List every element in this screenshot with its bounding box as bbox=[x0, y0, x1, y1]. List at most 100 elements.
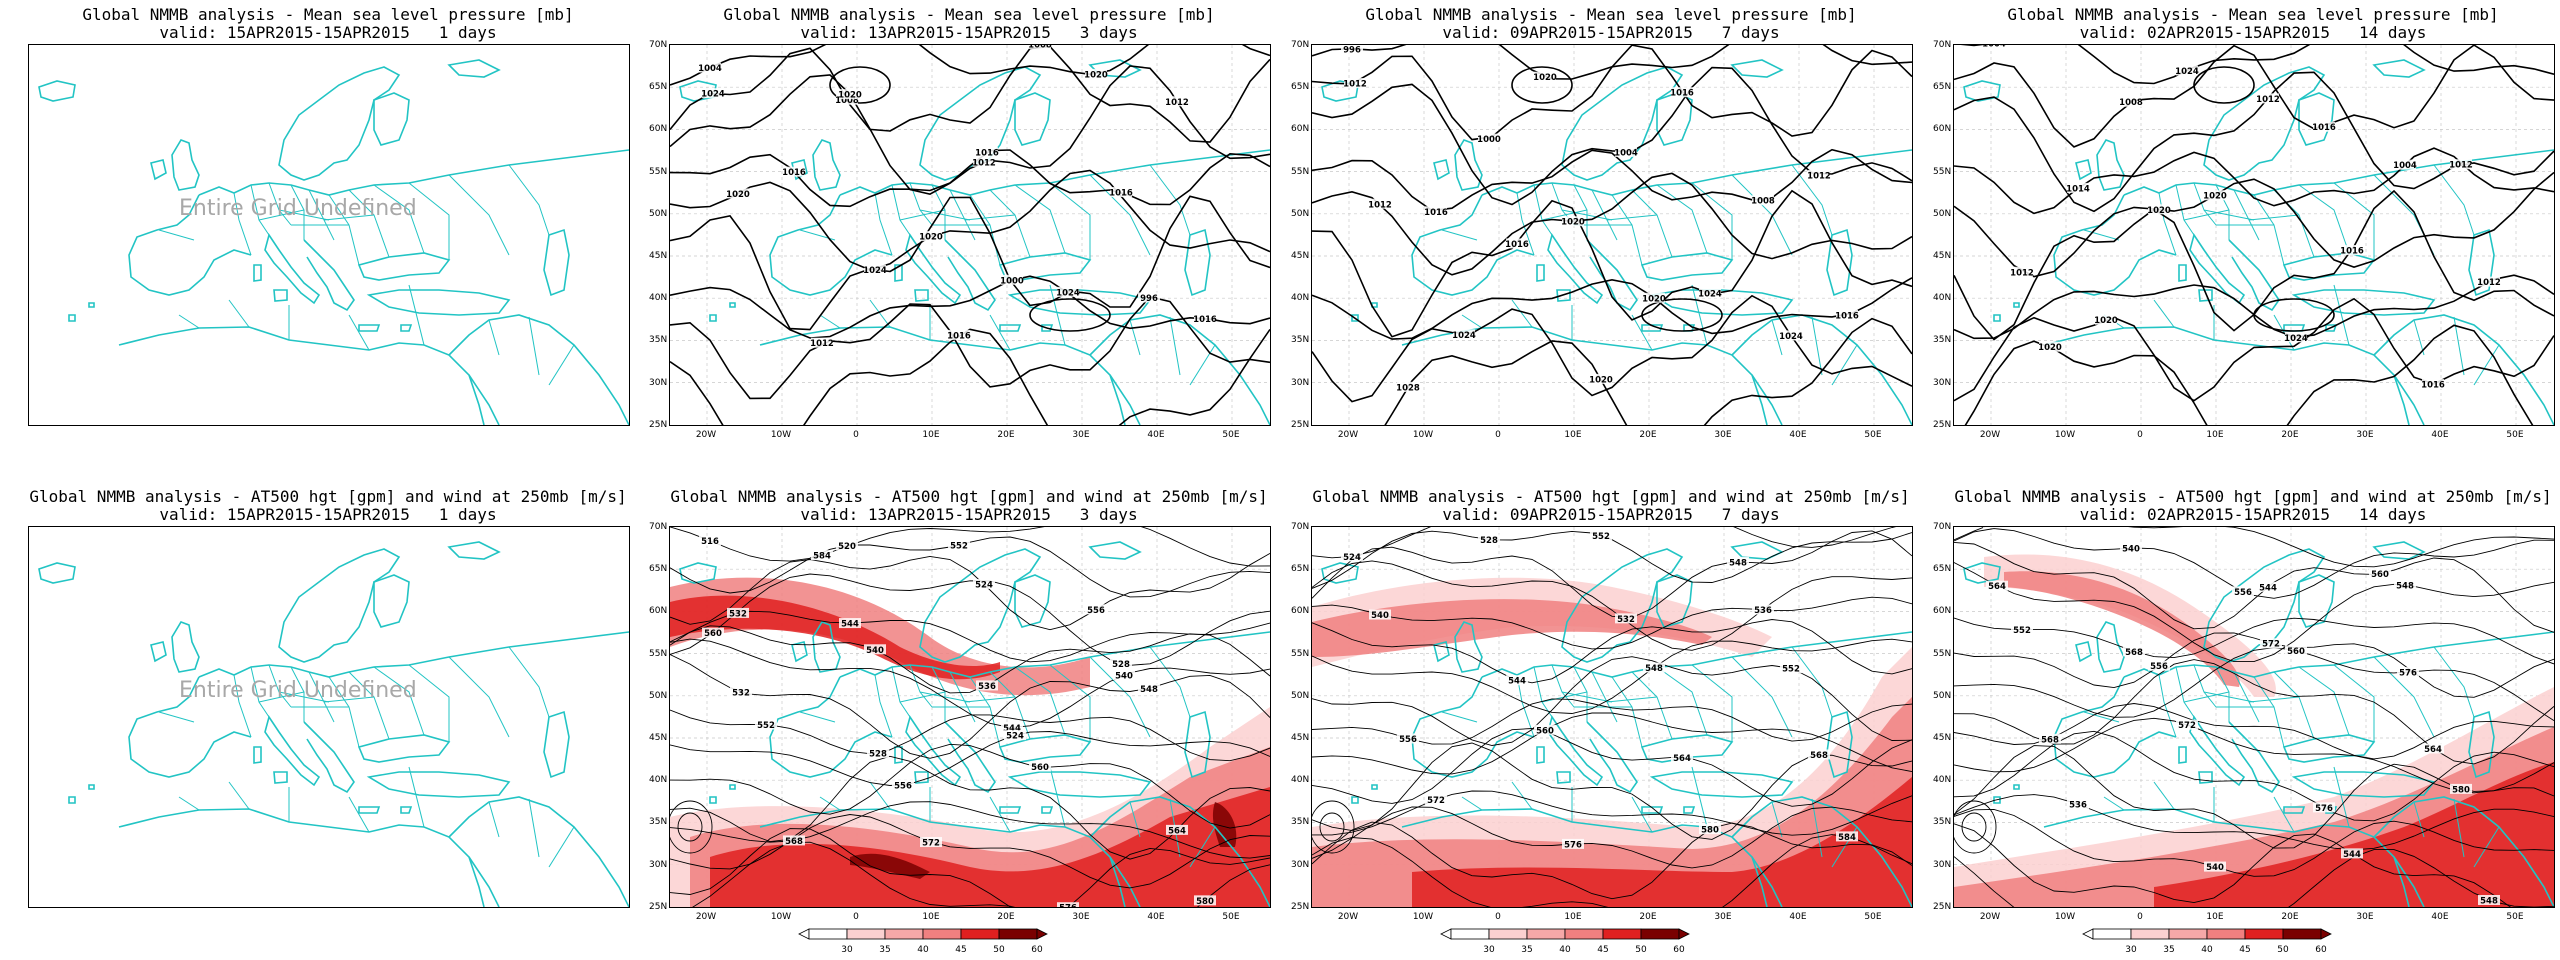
contour-label: 584 bbox=[813, 552, 831, 562]
wind-shading bbox=[1954, 554, 2554, 907]
contour-label: 1024 bbox=[1698, 290, 1722, 300]
lat-tick-label: 40N bbox=[1933, 775, 1952, 786]
contour-labels: 536 540 544 548 552 556 560 564 568 572 576 580 536 5… bbox=[1983, 527, 2500, 906]
lon-tick-label: 20W bbox=[1337, 430, 1359, 440]
panel-title: Global NMMB analysis - Mean sea level pr… bbox=[1365, 5, 1857, 24]
colorbar-tick: 45 bbox=[1597, 945, 1608, 955]
map-svg: 524 528 532 536 540 544 548 552 556 560 564 568 572 5… bbox=[1312, 527, 1912, 907]
contours bbox=[670, 45, 1270, 425]
coastline bbox=[38, 541, 629, 907]
contour-label: 540 bbox=[2122, 545, 2140, 555]
lat-tick-label: 30N bbox=[1291, 377, 1310, 388]
colorbar-tick: 50 bbox=[1635, 945, 1647, 955]
map-panel-p8: Global NMMB analysis - AT500 hgt [gpm] a… bbox=[1925, 488, 2560, 958]
contour-label: 544 bbox=[1003, 724, 1021, 734]
lat-tick-label: 60N bbox=[1933, 606, 1952, 617]
lat-tick-label: 50N bbox=[1291, 208, 1310, 219]
contour-label: 524 bbox=[1006, 732, 1024, 742]
map-area: 516 520 524 528 532 540 544 548 552 556 560 564 568 5… bbox=[669, 526, 1271, 908]
map-panel-p6: Global NMMB analysis - AT500 hgt [gpm] a… bbox=[641, 488, 1297, 958]
contours bbox=[1954, 45, 2554, 425]
contour-label: 1016 bbox=[975, 149, 999, 159]
lon-tick-label: 30E bbox=[2356, 912, 2374, 922]
map-svg: 516 520 524 528 532 540 544 548 552 556 560 564 568 5… bbox=[670, 527, 1270, 907]
contour-label: 1020 bbox=[1642, 294, 1666, 304]
lat-tick-label: 40N bbox=[1291, 775, 1310, 786]
lat-tick-label: 25N bbox=[649, 419, 668, 430]
contours bbox=[1954, 527, 2554, 907]
lat-tick-label: 65N bbox=[649, 564, 668, 575]
contour-label: 1000 bbox=[1477, 135, 1501, 145]
contour-label: 1016 bbox=[1109, 189, 1133, 199]
contour-labels: 524 528 532 536 540 544 548 552 556 560 564 568 572 5… bbox=[1341, 530, 1858, 850]
lat-tick-label: 35N bbox=[649, 817, 668, 828]
contour-label: 536 bbox=[1754, 606, 1772, 616]
lon-tick-label: 10E bbox=[922, 912, 940, 922]
panel-title: Global NMMB analysis - AT500 hgt [gpm] a… bbox=[1312, 487, 1910, 506]
lat-tick-label: 25N bbox=[1291, 419, 1310, 430]
lat-tick-label: 35N bbox=[1933, 335, 1952, 346]
lon-tick-label: 10E bbox=[2206, 912, 2224, 922]
contour-label: 532 bbox=[729, 609, 747, 619]
contour-label: 1024 bbox=[701, 90, 725, 100]
map-panel-p5: Global NMMB analysis - AT500 hgt [gpm] a… bbox=[0, 488, 656, 958]
contour-label: 568 bbox=[2125, 648, 2143, 658]
contour-label: 520 bbox=[838, 542, 856, 552]
lat-tick-label: 45N bbox=[1291, 733, 1310, 743]
lon-tick-label: 20E bbox=[1639, 912, 1657, 922]
contour-label: 1008 bbox=[1751, 197, 1775, 207]
colorbar-tick: 40 bbox=[917, 945, 929, 955]
contour-label: 1012 bbox=[810, 339, 834, 349]
lat-tick-label: 65N bbox=[1933, 564, 1952, 575]
contour-label: 524 bbox=[1343, 553, 1361, 563]
contour-label: 996 bbox=[1140, 294, 1158, 304]
contour-label: 1016 bbox=[1670, 89, 1694, 99]
contour-label: 544 bbox=[1508, 677, 1526, 687]
lat-tick-label: 60N bbox=[1291, 124, 1310, 135]
contour-label: 1012 bbox=[2449, 161, 2473, 171]
lon-tick-label: 50E bbox=[2506, 912, 2524, 922]
map-svg: Entire Grid Undefined bbox=[38, 541, 629, 907]
contour-label: 564 bbox=[2424, 745, 2442, 755]
contour-label: 996 bbox=[1343, 45, 1361, 55]
contour-label: 532 bbox=[1617, 615, 1635, 625]
contour-label: 1020 bbox=[2203, 192, 2227, 202]
lon-tick-label: 20E bbox=[2281, 912, 2299, 922]
lat-tick-label: 55N bbox=[1291, 166, 1310, 177]
lon-tick-label: 40E bbox=[2431, 430, 2449, 440]
panel-title: Global NMMB analysis - Mean sea level pr… bbox=[82, 5, 574, 24]
lat-tick-label: 70N bbox=[649, 522, 668, 532]
graticule bbox=[1312, 45, 1912, 425]
contour-label: 536 bbox=[2069, 801, 2087, 811]
contour-label: 544 bbox=[841, 620, 859, 630]
contour-label: 560 bbox=[2371, 570, 2389, 580]
lat-tick-label: 25N bbox=[1933, 901, 1952, 912]
lat-tick-label: 45N bbox=[649, 251, 668, 261]
map-area: 1004100810121016102010241000996102810041… bbox=[669, 44, 1271, 426]
coastline bbox=[1963, 541, 2554, 907]
lat-tick-label: 45N bbox=[1933, 733, 1952, 743]
coastline bbox=[38, 59, 629, 425]
colorbar-tick: 30 bbox=[841, 945, 853, 955]
lat-tick-label: 40N bbox=[649, 293, 668, 304]
contours bbox=[670, 527, 1270, 907]
contour-label: 1016 bbox=[1835, 311, 1859, 321]
lat-tick-label: 65N bbox=[1291, 82, 1310, 93]
lon-tick-label: 30E bbox=[1072, 912, 1090, 922]
contour-label: 1020 bbox=[1533, 73, 1557, 83]
map-svg: 1004100810121016102010241000996102810041… bbox=[670, 45, 1270, 425]
lat-tick-label: 40N bbox=[1291, 293, 1310, 304]
contour-label: 580 bbox=[2452, 785, 2470, 795]
contour-label: 1012 bbox=[1165, 98, 1189, 108]
panel-title: Global NMMB analysis - Mean sea level pr… bbox=[2007, 5, 2499, 24]
contour-label: 556 bbox=[2150, 662, 2168, 672]
contour-label: 1016 bbox=[782, 168, 806, 178]
contour-labels: 516 520 524 528 532 540 544 548 552 556 560 564 568 5… bbox=[699, 535, 1216, 907]
contour-label: 1012 bbox=[1368, 200, 1392, 210]
contour-label: 1012 bbox=[2477, 278, 2501, 288]
contour-label: 576 bbox=[2399, 669, 2417, 679]
contour-label: 1008 bbox=[1028, 45, 1052, 50]
lon-tick-label: 50E bbox=[1864, 912, 1882, 922]
lat-tick-label: 55N bbox=[1933, 166, 1952, 177]
lat-tick-label: 25N bbox=[1291, 901, 1310, 912]
